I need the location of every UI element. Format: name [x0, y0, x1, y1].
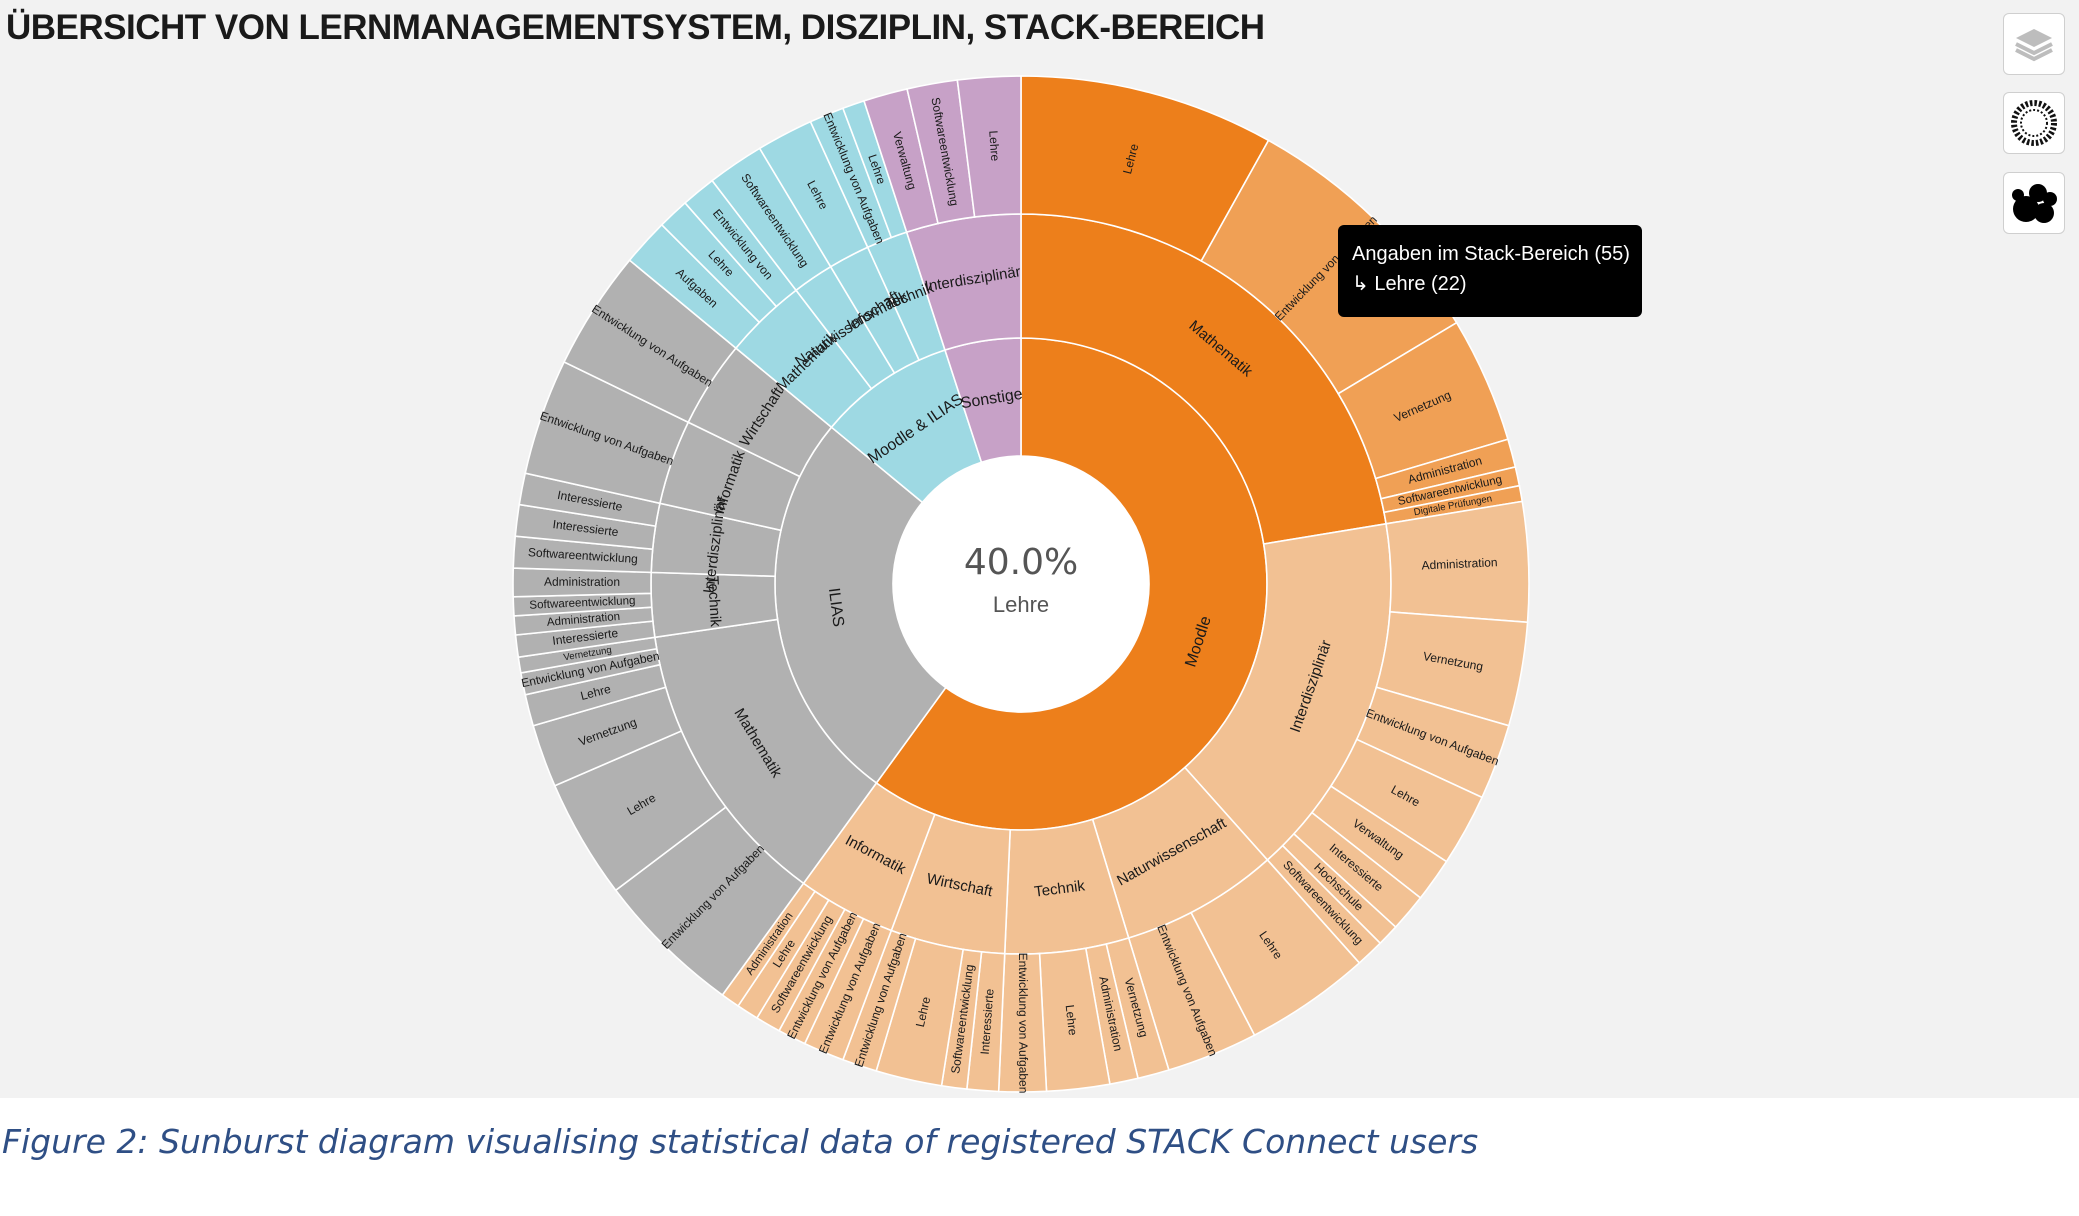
- layers-button[interactable]: [2003, 13, 2065, 75]
- layers-icon: [2015, 29, 2053, 62]
- segment-label-lehre: Lehre: [986, 130, 1002, 162]
- bubble-view-button[interactable]: [2003, 172, 2065, 234]
- center-label: Lehre: [993, 592, 1049, 617]
- segment-label-entwicklung-von-aufgaben: Entwicklung von Aufgaben: [1016, 953, 1030, 1094]
- segment-label-lehre: Lehre: [1063, 1004, 1080, 1036]
- sunburst-view-button[interactable]: [2003, 92, 2065, 154]
- tooltip-line-1: Angaben im Stack-Bereich (55): [1352, 243, 1630, 265]
- segment-label-technik: Technik: [1033, 877, 1086, 900]
- segment-label-interessierte: Interessierte: [978, 988, 997, 1055]
- segment-label-administration: Administration: [544, 575, 620, 589]
- segment-label-technik: Technik: [704, 576, 724, 628]
- segment-label-lehre: Lehre: [913, 995, 934, 1028]
- segment-label-administration: Administration: [546, 611, 620, 629]
- tooltip-line-2: ↳ Lehre (22): [1352, 273, 1467, 295]
- page-title: ÜBERSICHT VON LERNMANAGEMENTSYSTEM, DISZ…: [6, 8, 1265, 47]
- bubbles-icon: [2012, 184, 2057, 223]
- sunburst-icon: [2011, 100, 2057, 146]
- sunburst-rings: [512, 75, 1530, 1093]
- segment-label-ilias: ILIAS: [825, 587, 847, 628]
- segment-label-softwareentwicklung: Softwareentwicklung: [529, 595, 636, 612]
- segment-label-administration: Administration: [1421, 555, 1498, 572]
- segment-lehre[interactable]: [956, 75, 1022, 218]
- center-hole: [893, 456, 1149, 712]
- figure-caption: Figure 2: Sunburst diagram visualising s…: [2, 1122, 1479, 1161]
- center-value: 40.0%: [964, 542, 1078, 583]
- chart-tooltip: Angaben im Stack-Bereich (55) ↳ Lehre (2…: [1338, 225, 1642, 317]
- segment-label-softwareentwicklung: Softwareentwicklung: [528, 545, 639, 566]
